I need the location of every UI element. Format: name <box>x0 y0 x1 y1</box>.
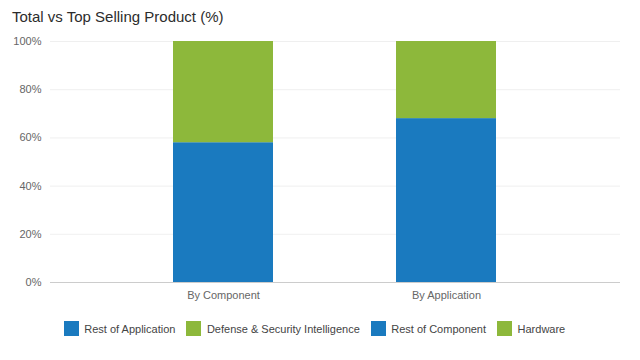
html-text:Total vs Top Selling Product (: Total vs Top Selling Product (%) <box>12 8 224 25</box>
svg-text:100%: 100% <box>13 35 41 47</box>
svg-text:40%: 40% <box>19 180 41 192</box>
svg-text:80%: 80% <box>19 83 41 95</box>
html-text:Rest of Component: Rest of Component <box>391 322 486 335</box>
svg-text:By Application: By Application <box>412 289 481 301</box>
svg-text:60%: 60% <box>19 131 41 143</box>
html-text:Hardware: Hardware <box>517 322 566 335</box>
svg-text:0%: 0% <box>26 276 42 288</box>
html-text:Defense & Security Intelligenc: Defense & Security Intelligence <box>206 322 360 335</box>
svg-text:By Component: By Component <box>187 289 260 301</box>
html-text:Rest of Application: Rest of Application <box>84 322 176 335</box>
svg-text:20%: 20% <box>19 228 41 240</box>
